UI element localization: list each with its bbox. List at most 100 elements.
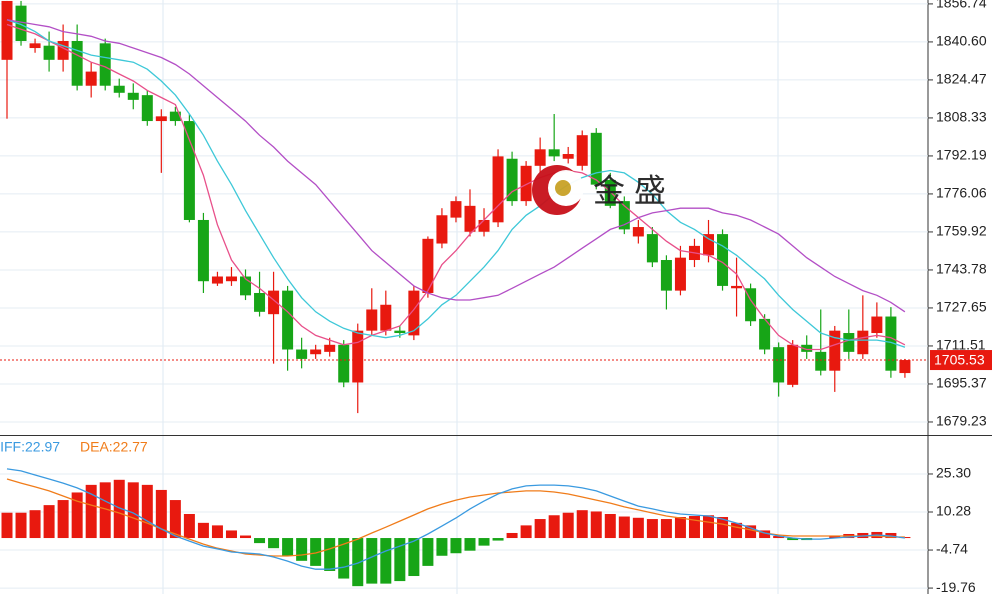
last-price-label: 1705.53 [934,352,985,368]
candle-body [843,333,855,352]
candle-body [71,40,83,86]
candle-body [324,344,336,352]
candle-body [394,330,406,334]
diff-line [6,468,905,570]
candle-body [871,316,883,334]
candle-body [57,40,69,60]
candle-body [632,227,644,237]
y-tick-label: 25.30 [936,465,971,481]
macd-bar [660,519,672,539]
y-tick-label: -19.76 [936,579,976,594]
candle-body [155,116,167,122]
candle-body [211,276,223,284]
macd-bar [576,510,588,539]
macd-bar [759,530,771,539]
y-tick-label: 1679.23 [936,413,987,429]
last-price-box [930,350,992,371]
macd-bar [829,536,841,539]
candle-body [240,276,252,296]
candle-body [268,290,280,315]
y-tick-label: 1695.37 [936,375,987,391]
macd-bar [211,525,223,539]
macd-bar [85,484,97,539]
y-tick-label: 10.28 [936,503,971,519]
watermark: 金 盛 [532,165,666,215]
candle-body [660,260,672,291]
macd-bar [296,538,308,561]
legend-entry: DIFF:22.97 [0,439,60,455]
macd-bar [268,538,280,549]
candle-body [520,165,532,202]
candle-body [604,179,616,206]
macd-bar [1,512,13,539]
macd-bar [646,519,658,539]
macd-bar [99,482,111,539]
macd-bar [408,538,420,577]
macd-bar [422,538,434,566]
macd-bar [57,500,69,539]
candle-body [464,205,476,232]
candle-body [899,360,911,374]
candle-body [787,344,799,385]
candle-body [745,288,757,322]
y-tick-label: -4.74 [936,541,968,557]
candle-body [408,290,420,336]
candle-body [534,149,546,166]
y-tick-label: 1759.92 [936,223,987,239]
macd-bar [141,484,153,539]
candle-body [338,344,350,383]
macd-bar [773,536,785,539]
watermark-text: 金 盛 [593,172,666,208]
candle-body [29,43,41,49]
macd-bar [225,530,237,539]
candle-body [618,201,630,230]
macd-bar [731,522,743,539]
legend-entry: DEA:22.77 [80,439,148,455]
candle-body [773,347,785,383]
macd-bar [197,522,209,539]
macd-bar [127,482,139,539]
macd-bar [703,515,714,539]
candle-body [99,43,111,86]
macd-bar [745,525,757,539]
candle-body [366,309,378,331]
macd-bar [310,538,322,566]
y-tick-label: 1792.19 [936,147,987,163]
candle-body [43,45,55,60]
candle-body [113,85,125,93]
logo-core [555,180,571,196]
macd-bar [113,479,125,539]
candle-body [885,316,897,371]
candle-body [506,158,518,202]
candle-body [857,330,869,355]
macd-bar [436,538,448,556]
macd-bar [338,538,350,579]
candle-body [352,330,364,383]
candle-body [197,219,209,282]
macd-bar [15,512,27,539]
macd-bar [548,515,560,539]
macd-bar [282,538,294,556]
candle-body [759,318,771,350]
macd-bar [464,538,476,551]
candle-body [576,135,588,166]
candle-body [85,71,97,86]
macd-bar [618,516,630,539]
macd-bar [506,532,518,539]
y-tick-label: 1711.51 [936,337,986,353]
candle-body [674,257,686,291]
y-tick-label: 1808.33 [936,109,987,125]
macd-bar [787,538,799,541]
macd-bar [380,538,392,584]
macd-bar [324,538,336,571]
candle-body [225,276,237,282]
candle-body [282,290,294,350]
macd-bar [183,513,195,539]
candle-body [801,344,813,352]
candle-body [380,304,392,331]
macd-bar [29,510,41,539]
macd-bar [590,511,602,539]
y-tick-label: 1743.78 [936,261,987,277]
candle-body [296,349,308,359]
